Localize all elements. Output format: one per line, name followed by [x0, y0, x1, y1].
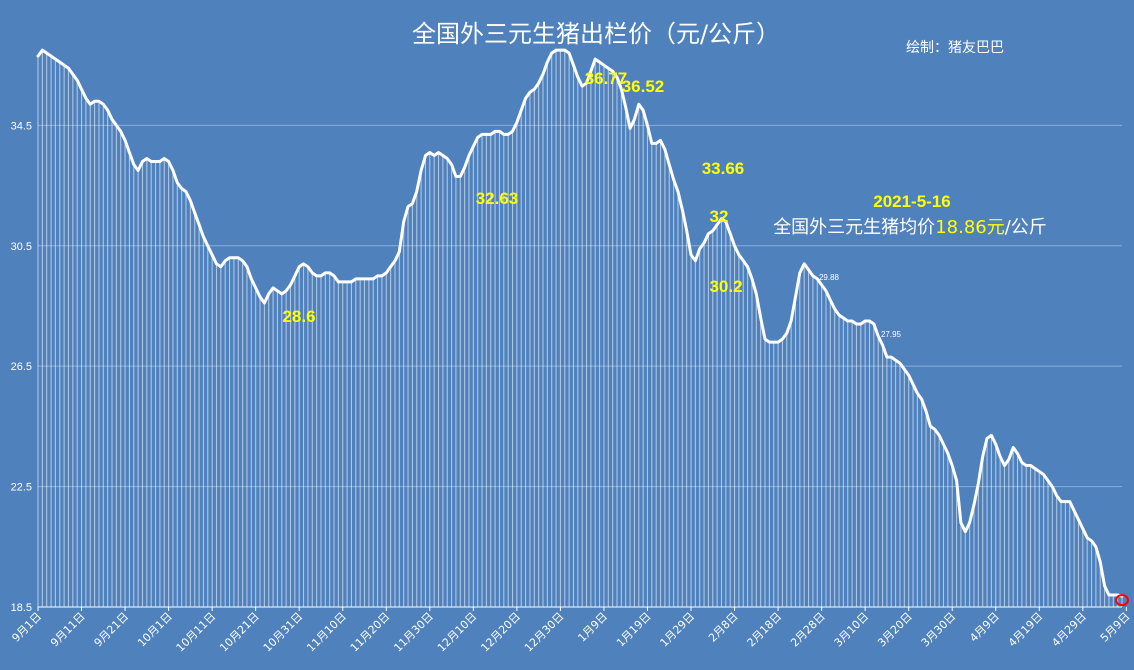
- annotation-label: 29.88: [819, 273, 840, 282]
- y-tick-label: 30.5: [11, 241, 32, 253]
- annotation-label: 28.6: [282, 307, 315, 326]
- y-axis-ticks: 18.5 22.5 26.5 30.5 34.5: [11, 120, 32, 614]
- chart-title: 全国外三元生猪出栏价（元/公斤）: [412, 20, 780, 48]
- gridlines: [38, 124, 1122, 608]
- annotation-label: 32: [710, 207, 729, 226]
- chart-credit: 绘制：猪友巴巴: [906, 40, 1004, 56]
- annotation-label: 32.63: [476, 189, 519, 208]
- annotation-label: 27.95: [881, 330, 902, 339]
- note-text-before: 全国外三元生猪均价: [773, 217, 935, 238]
- price-line: [36, 48, 1124, 598]
- y-tick-label: 26.5: [11, 361, 32, 373]
- annotation-label: 36.52: [622, 77, 665, 96]
- annotation-label: 36.77: [585, 69, 628, 88]
- annotation-label: 30.2: [709, 277, 742, 296]
- note-text-after: /公斤: [1005, 217, 1047, 238]
- note-date: 2021-5-16: [873, 192, 951, 211]
- y-tick-label: 18.5: [11, 602, 32, 614]
- last-point-marker: [1115, 594, 1129, 607]
- y-tick-label: 34.5: [11, 120, 32, 132]
- note-text: 全国外三元生猪均价18.86元/公斤: [773, 217, 1047, 238]
- daily-bars: [37, 50, 1123, 607]
- note-price: 18.86元: [935, 217, 1005, 238]
- annotation-label: 33.66: [702, 159, 745, 178]
- y-tick-label: 22.5: [11, 482, 32, 494]
